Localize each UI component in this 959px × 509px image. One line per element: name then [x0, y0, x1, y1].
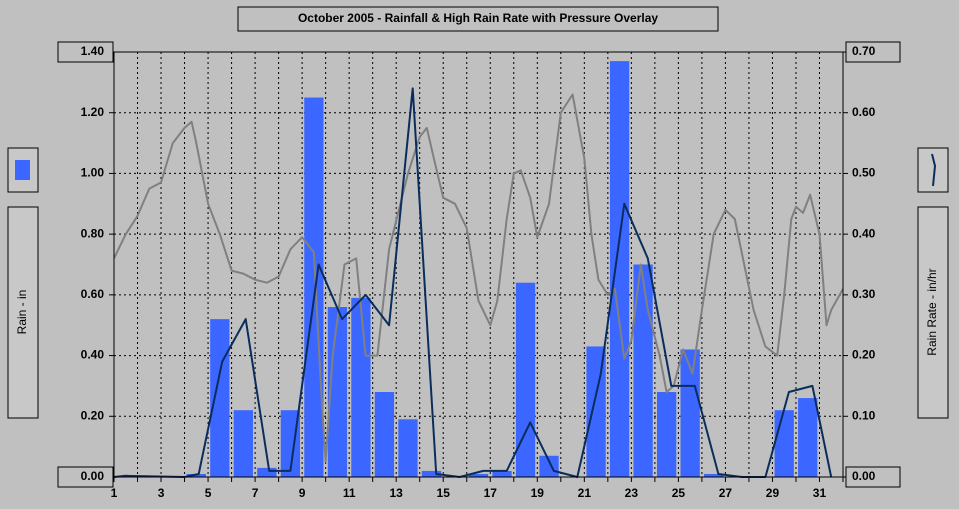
y-tick-label: 1.40 — [81, 44, 105, 58]
title-box — [237, 6, 719, 32]
tick-box — [57, 41, 114, 63]
y2-tick-label: 0.40 — [852, 226, 876, 240]
bar — [233, 410, 253, 477]
bar — [210, 319, 230, 477]
bar — [304, 97, 324, 478]
x-tick-label: 23 — [625, 486, 639, 500]
y-tick-label: 1.00 — [81, 166, 105, 180]
x-tick-label: 19 — [531, 486, 545, 500]
y2-tick-label: 0.30 — [852, 287, 876, 301]
bar — [492, 470, 512, 477]
x-tick-label: 13 — [390, 486, 404, 500]
x-tick-label: 17 — [484, 486, 498, 500]
pressure-line — [113, 93, 844, 463]
bar — [351, 297, 371, 477]
y2-label-box — [917, 206, 949, 419]
x-tick-label: 7 — [252, 486, 259, 500]
y-tick-label: 0.60 — [81, 287, 105, 301]
tick-box — [845, 466, 901, 488]
y2-axis-label: Rain Rate - in/hr — [925, 268, 939, 355]
y2-tick-label: 0.70 — [852, 44, 876, 58]
y-tick-label: 0.80 — [81, 226, 105, 240]
bar — [586, 346, 606, 477]
bar — [468, 473, 489, 477]
bar — [609, 61, 630, 477]
bar — [374, 392, 395, 477]
plot-frame — [113, 51, 844, 478]
y-tick-label: 0.20 — [81, 408, 105, 422]
x-tick-label: 11 — [343, 486, 356, 500]
y2-tick-label: 0.00 — [852, 469, 876, 483]
bar — [280, 410, 301, 477]
bar — [680, 349, 700, 477]
bar — [421, 470, 442, 477]
y-label-box — [7, 206, 39, 419]
y2-tick-label: 0.20 — [852, 348, 876, 362]
y-tick-label: 0.40 — [81, 348, 105, 362]
tick-box — [845, 41, 901, 63]
legend-line-icon — [931, 153, 937, 187]
bar — [774, 410, 794, 477]
y2-tick-label: 0.50 — [852, 166, 876, 180]
x-tick-label: 21 — [578, 486, 592, 500]
y-tick-label: 0.00 — [81, 469, 105, 483]
x-tick-label: 31 — [813, 486, 827, 500]
bar — [398, 419, 418, 477]
legend-bar-icon — [15, 160, 30, 180]
x-tick-label: 1 — [111, 486, 118, 500]
x-tick-label: 3 — [158, 486, 165, 500]
y-axis-label: Rain - in — [15, 290, 29, 335]
x-tick-label: 27 — [719, 486, 733, 500]
y-tick-label: 1.20 — [81, 105, 105, 119]
x-tick-label: 25 — [672, 486, 686, 500]
rain-rate-line — [113, 87, 833, 478]
bar — [704, 473, 724, 477]
tick-box — [57, 466, 114, 488]
bar — [257, 467, 277, 477]
x-tick-label: 9 — [299, 486, 306, 500]
chart-title: October 2005 - Rainfall & High Rain Rate… — [298, 11, 658, 25]
y2-tick-label: 0.60 — [852, 105, 876, 119]
x-tick-label: 5 — [205, 486, 212, 500]
x-tick-label: 29 — [766, 486, 780, 500]
x-tick-label: 15 — [437, 486, 451, 500]
y2-tick-label: 0.10 — [852, 408, 876, 422]
bar — [515, 282, 536, 477]
bar — [633, 264, 653, 477]
bar — [656, 392, 677, 477]
bar — [798, 398, 818, 477]
